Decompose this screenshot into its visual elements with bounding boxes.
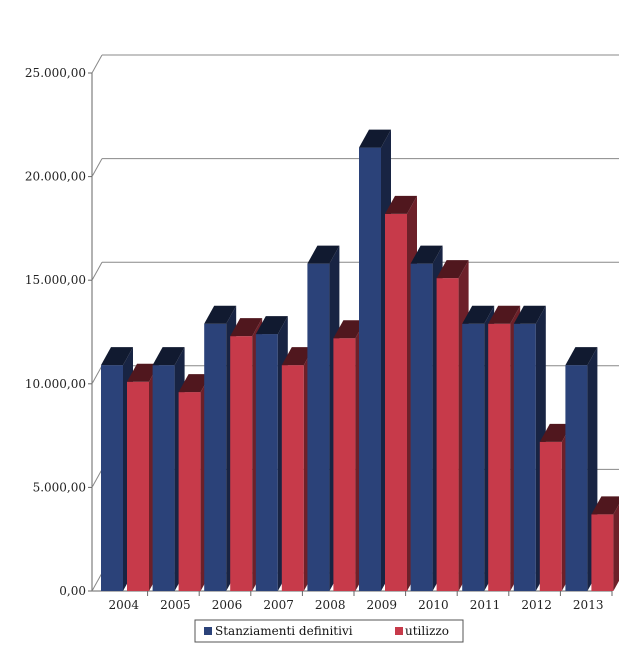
y-tick-label: 15.000,00 bbox=[25, 273, 86, 287]
x-tick-label-2010: 2010 bbox=[418, 598, 449, 612]
gridline-diagonal bbox=[91, 54, 103, 74]
bar-2008-utilizzo bbox=[333, 338, 356, 591]
bar-top bbox=[462, 305, 495, 324]
bar-2005-stanziamenti bbox=[152, 365, 175, 591]
bar-2007-stanziamenti bbox=[255, 334, 278, 591]
bar-top bbox=[488, 305, 521, 324]
legend-label-stanziamenti: Stanziamenti definitivi bbox=[215, 624, 353, 638]
legend-label-utilizzo: utilizzo bbox=[405, 624, 449, 638]
legend-swatch-utilizzo bbox=[395, 627, 403, 635]
bar-2010-stanziamenti bbox=[410, 263, 433, 591]
legend: Stanziamenti definitivi utilizzo bbox=[194, 619, 464, 643]
y-tick-label: 25.000,00 bbox=[25, 66, 86, 80]
bar-2013-utilizzo bbox=[591, 514, 614, 591]
bar-top bbox=[230, 318, 263, 337]
bar-2005-utilizzo bbox=[178, 392, 201, 591]
bar-2013-stanziamenti bbox=[565, 365, 588, 591]
bar-top bbox=[101, 347, 133, 366]
x-tick-label-2009: 2009 bbox=[367, 598, 398, 612]
bar-top bbox=[436, 260, 469, 279]
gridline-diagonal bbox=[91, 158, 103, 177]
gridline-diagonal bbox=[91, 261, 103, 281]
x-axis: 2004 2005 2006 2007 2008 2009 2010 2011 2012 2013 bbox=[109, 591, 613, 612]
bar-2008-stanziamenti bbox=[307, 263, 330, 591]
bar-2011-utilizzo bbox=[488, 323, 511, 591]
legend-swatch-stanziamenti bbox=[204, 627, 212, 635]
bar-2011-stanziamenti bbox=[462, 323, 485, 591]
x-tick-label-2007: 2007 bbox=[263, 598, 294, 612]
bar-top bbox=[333, 320, 366, 339]
bar-2004-utilizzo bbox=[127, 381, 149, 591]
bar-top bbox=[281, 347, 314, 366]
bar-top bbox=[385, 195, 417, 214]
bar-2012-stanziamenti bbox=[513, 323, 536, 591]
x-tick-label-2011: 2011 bbox=[470, 598, 501, 612]
bar-2006-stanziamenti bbox=[204, 323, 227, 591]
x-tick-label-2006: 2006 bbox=[212, 598, 243, 612]
bar-top bbox=[255, 316, 288, 335]
y-tick-label: 10.000,00 bbox=[25, 377, 86, 391]
x-tick-label-2013: 2013 bbox=[573, 598, 604, 612]
bar-top bbox=[178, 374, 211, 393]
bar-2009-stanziamenti bbox=[359, 147, 381, 592]
bar-top bbox=[591, 496, 619, 515]
bar-top bbox=[204, 305, 237, 324]
bar-2009-utilizzo bbox=[385, 213, 407, 591]
x-tick-label-2004: 2004 bbox=[109, 598, 140, 612]
y-tick-label: 20.000,00 bbox=[25, 170, 86, 184]
bar-2007-utilizzo bbox=[281, 365, 304, 591]
x-tick-label-2008: 2008 bbox=[315, 598, 346, 612]
bar-top bbox=[410, 245, 443, 264]
bars bbox=[101, 129, 619, 592]
bar-2010-utilizzo bbox=[436, 278, 459, 591]
gridline-diagonal bbox=[91, 365, 103, 385]
bar-top bbox=[539, 423, 572, 442]
y-tick-label: 0,00 bbox=[59, 584, 86, 598]
bar-top bbox=[152, 347, 185, 366]
bar-top bbox=[513, 305, 546, 324]
bar-top bbox=[127, 363, 159, 382]
gridline-diagonal bbox=[91, 469, 103, 488]
bar-2006-utilizzo bbox=[230, 336, 253, 591]
bar-side bbox=[613, 504, 619, 591]
x-tick-label-2005: 2005 bbox=[160, 598, 191, 612]
bar-2004-stanziamenti bbox=[101, 365, 123, 591]
bar-2012-utilizzo bbox=[539, 441, 562, 591]
gridline-diagonal bbox=[91, 572, 103, 592]
bar-top bbox=[307, 245, 340, 264]
y-axis: 0,00 5.000,00 10.000,00 15.000,00 20.000,00 2… bbox=[25, 66, 92, 598]
bar-top bbox=[565, 347, 598, 366]
y-tick-label: 5.000,00 bbox=[33, 480, 86, 494]
x-tick-label-2012: 2012 bbox=[521, 598, 552, 612]
legend-box bbox=[194, 619, 464, 643]
bar-top bbox=[359, 129, 391, 148]
